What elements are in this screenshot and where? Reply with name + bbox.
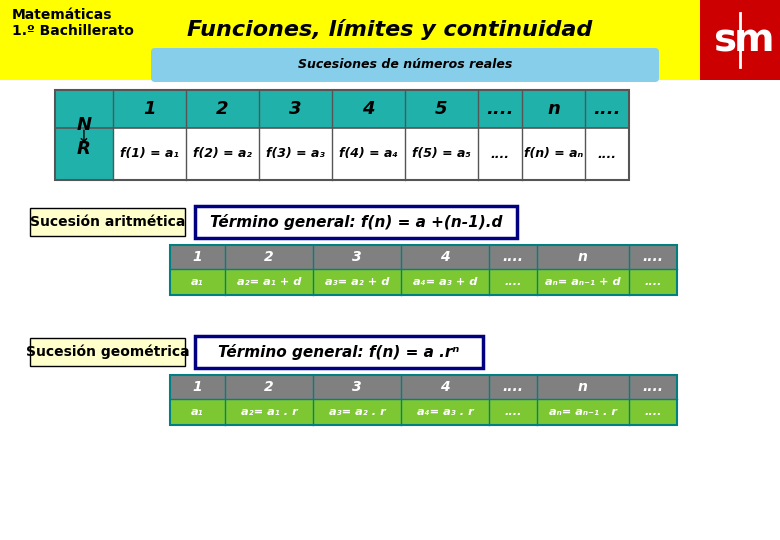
Text: f(2) = a₂: f(2) = a₂ bbox=[193, 147, 252, 160]
Text: 3: 3 bbox=[353, 380, 362, 394]
Bar bbox=[0, 0, 780, 80]
Bar bbox=[170, 375, 677, 425]
Text: ....: .... bbox=[486, 100, 514, 118]
Text: 5: 5 bbox=[435, 100, 448, 118]
Text: Sucesiones de números reales: Sucesiones de números reales bbox=[298, 58, 512, 71]
Text: a₂= a₁ . r: a₂= a₁ . r bbox=[240, 407, 297, 417]
Text: Sucesión geométrica: Sucesión geométrica bbox=[26, 345, 190, 359]
Text: a₃= a₂ . r: a₃= a₂ . r bbox=[328, 407, 385, 417]
Text: a₂= a₁ + d: a₂= a₁ + d bbox=[237, 277, 301, 287]
Bar bbox=[170, 245, 677, 295]
Text: 1.º Bachillerato: 1.º Bachillerato bbox=[12, 24, 134, 38]
Text: m: m bbox=[734, 21, 775, 59]
Bar bbox=[55, 90, 113, 180]
Text: 2: 2 bbox=[264, 380, 274, 394]
Text: N: N bbox=[76, 116, 91, 134]
Bar bbox=[170, 375, 677, 399]
Text: aₙ= aₙ₋₁ . r: aₙ= aₙ₋₁ . r bbox=[549, 407, 617, 417]
Text: f(3) = a₃: f(3) = a₃ bbox=[266, 147, 325, 160]
Text: a₁: a₁ bbox=[191, 407, 204, 417]
Text: n: n bbox=[547, 100, 560, 118]
Bar bbox=[113, 128, 629, 180]
Text: ↓: ↓ bbox=[77, 128, 91, 146]
Text: ....: .... bbox=[643, 380, 664, 394]
Text: ....: .... bbox=[594, 100, 621, 118]
Text: a₃= a₂ + d: a₃= a₂ + d bbox=[324, 277, 389, 287]
Text: 3: 3 bbox=[353, 250, 362, 264]
Text: a₄= a₃ + d: a₄= a₃ + d bbox=[413, 277, 477, 287]
Bar bbox=[170, 269, 677, 295]
Text: Término general: f(n) = a .rⁿ: Término general: f(n) = a .rⁿ bbox=[218, 344, 459, 360]
FancyBboxPatch shape bbox=[195, 206, 517, 238]
Text: 1: 1 bbox=[193, 380, 202, 394]
Text: 2: 2 bbox=[264, 250, 274, 264]
Text: ....: .... bbox=[643, 250, 664, 264]
FancyBboxPatch shape bbox=[151, 48, 659, 82]
Text: Matemáticas: Matemáticas bbox=[12, 8, 112, 22]
Text: aₙ= aₙ₋₁ + d: aₙ= aₙ₋₁ + d bbox=[545, 277, 621, 287]
Bar bbox=[55, 90, 629, 128]
Text: Sucesión aritmética: Sucesión aritmética bbox=[30, 215, 185, 229]
Text: f(1) = a₁: f(1) = a₁ bbox=[120, 147, 179, 160]
Text: ....: .... bbox=[644, 277, 661, 287]
Text: ....: .... bbox=[644, 407, 661, 417]
Text: f(n) = aₙ: f(n) = aₙ bbox=[524, 147, 583, 160]
Bar bbox=[30, 208, 185, 236]
Text: ....: .... bbox=[504, 407, 522, 417]
Bar bbox=[170, 245, 677, 269]
Text: f(5) = a₅: f(5) = a₅ bbox=[412, 147, 471, 160]
Bar bbox=[170, 399, 677, 425]
Text: ....: .... bbox=[491, 147, 509, 160]
Text: 4: 4 bbox=[440, 380, 450, 394]
Text: a₁: a₁ bbox=[191, 277, 204, 287]
Text: R: R bbox=[77, 140, 91, 158]
Text: ....: .... bbox=[597, 147, 616, 160]
Text: ....: .... bbox=[502, 380, 523, 394]
Bar bbox=[700, 0, 780, 80]
Text: n: n bbox=[578, 250, 588, 264]
Text: 3: 3 bbox=[289, 100, 302, 118]
Text: n: n bbox=[578, 380, 588, 394]
Text: 4: 4 bbox=[362, 100, 374, 118]
Text: ....: .... bbox=[504, 277, 522, 287]
Text: 4: 4 bbox=[440, 250, 450, 264]
Text: Término general: f(n) = a +(n-1).d: Término general: f(n) = a +(n-1).d bbox=[210, 214, 502, 230]
Text: Funciones, límites y continuidad: Funciones, límites y continuidad bbox=[187, 19, 593, 40]
FancyBboxPatch shape bbox=[195, 336, 483, 368]
Text: 2: 2 bbox=[216, 100, 229, 118]
Text: 1: 1 bbox=[193, 250, 202, 264]
Text: ....: .... bbox=[502, 250, 523, 264]
Text: 1: 1 bbox=[144, 100, 156, 118]
Text: s: s bbox=[714, 21, 738, 59]
Text: a₄= a₃ . r: a₄= a₃ . r bbox=[417, 407, 473, 417]
Bar bbox=[30, 338, 185, 366]
Bar bbox=[55, 90, 629, 180]
Text: f(4) = a₄: f(4) = a₄ bbox=[339, 147, 398, 160]
